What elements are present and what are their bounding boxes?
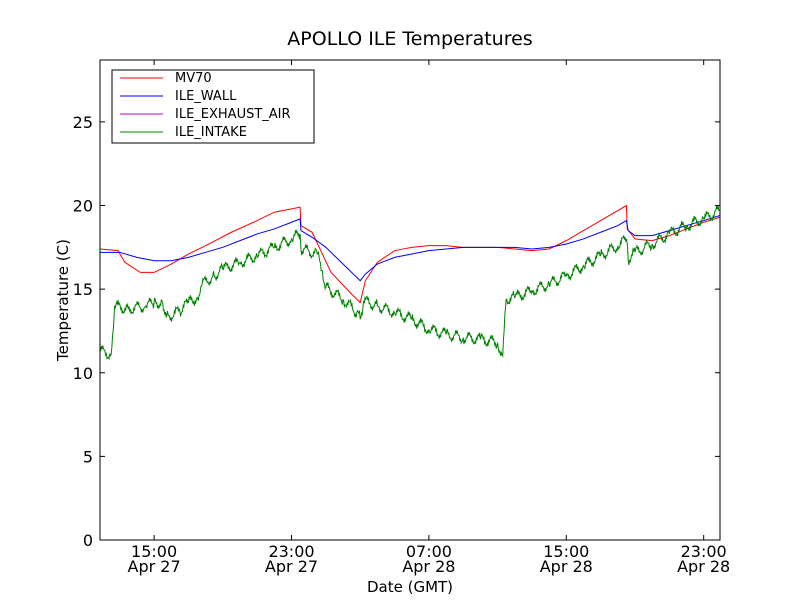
y-tick-label: 5: [83, 447, 93, 466]
x-tick-label-date: Apr 28: [402, 557, 455, 576]
chart-title: APOLLO ILE Temperatures: [287, 28, 532, 50]
x-tick-label-time: 07:00: [406, 542, 452, 561]
x-tick-label-time: 15:00: [543, 542, 589, 561]
x-tick-label-date: Apr 28: [540, 557, 593, 576]
y-tick-label: 0: [83, 531, 93, 550]
legend: MV70 ILE_WALL ILE_EXHAUST_AIR ILE_INTAKE: [111, 69, 315, 144]
y-tick-label: 20: [73, 197, 93, 216]
legend-label: MV70: [175, 71, 212, 86]
legend-box: [111, 69, 315, 144]
series-line-mv70: [99, 204, 721, 304]
y-tick-label: 10: [73, 364, 93, 383]
y-tick-label: 15: [73, 280, 93, 299]
legend-label: ILE_INTAKE: [175, 125, 247, 140]
y-tick-label: 25: [73, 113, 93, 132]
x-axis-label: Date (GMT): [367, 578, 453, 596]
legend-label: ILE_EXHAUST_AIR: [175, 107, 291, 122]
x-tick-label-date: Apr 27: [265, 557, 318, 576]
y-ticks: 0 5 10 15 20 25: [73, 113, 720, 550]
plot-frame: [99, 59, 721, 541]
x-tick-label-date: Apr 27: [128, 557, 181, 576]
series-layer: [99, 204, 721, 361]
legend-label: ILE_WALL: [175, 89, 237, 104]
x-tick-label-time: 15:00: [131, 542, 177, 561]
series-line-ile-intake: [99, 205, 721, 361]
series-line-ile-wall: [100, 215, 721, 282]
x-tick-label-time: 23:00: [681, 542, 727, 561]
x-tick-label-time: 23:00: [268, 542, 314, 561]
x-tick-label-date: Apr 28: [677, 557, 730, 576]
y-axis-label: Temperature (C): [54, 239, 72, 362]
